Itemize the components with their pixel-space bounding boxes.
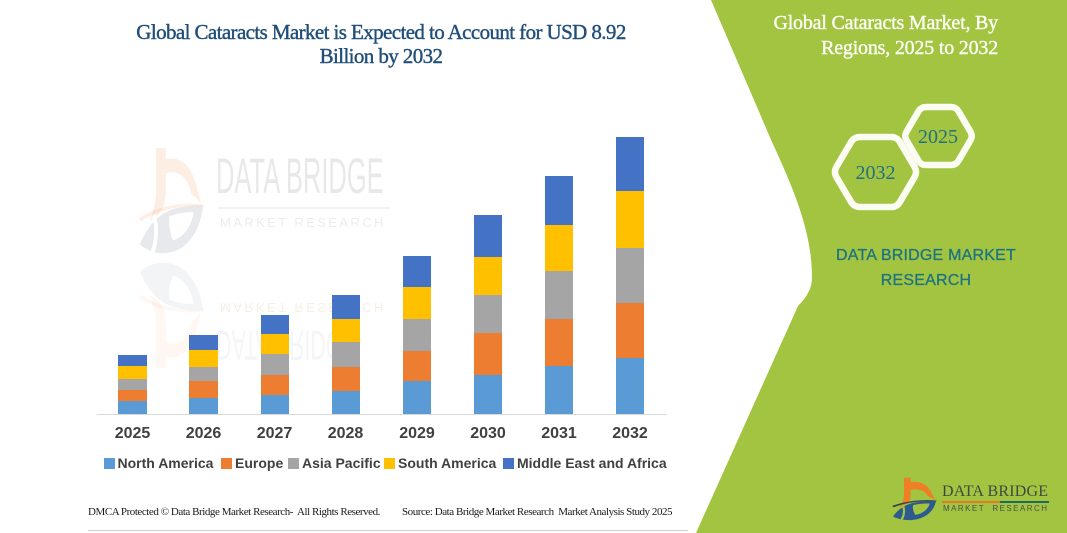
svg-text:2025: 2025 [918,126,958,148]
svg-text:2032: 2032 [856,162,896,184]
